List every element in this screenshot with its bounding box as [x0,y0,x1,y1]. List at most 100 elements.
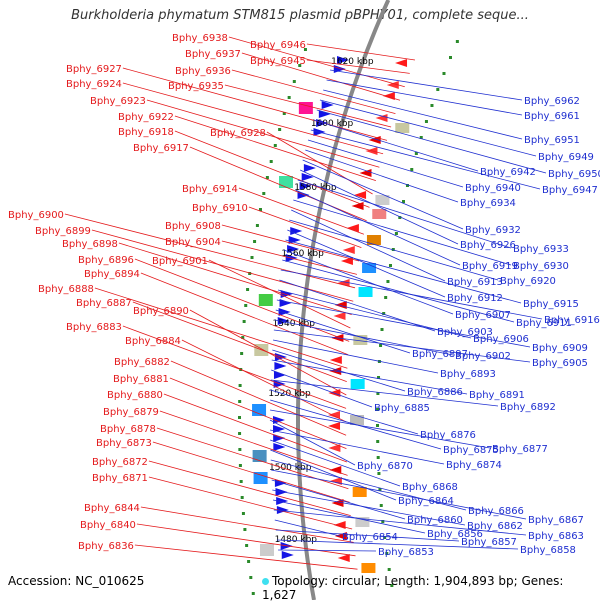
left-leader-line [241,52,401,101]
track-dot [253,240,257,243]
left-leader-line [238,187,365,235]
right-gene-label: Bphy_6860 [407,515,463,526]
right-leader-line [297,179,512,249]
right-leader-line [275,309,411,354]
track-dot [258,208,262,211]
kbp-tick-label: 1580 kbp [294,183,337,193]
right-leader-line [319,99,537,157]
left-leader-line [181,339,347,423]
kbp-tick-label: 1480 kbp [275,535,318,545]
track-dot [376,392,380,395]
right-leader-line [285,239,522,304]
feature-block [372,209,387,219]
feature-block [355,517,370,527]
feature-block [253,472,268,484]
right-gene-label: Bphy_6916 [544,315,600,326]
left-gene-label: Bphy_6840 [80,520,136,531]
left-gene-label: Bphy_6946 [250,40,306,51]
forward-gene-arrow [331,499,344,507]
right-leader-line [271,479,406,520]
right-gene-label: Bphy_6853 [378,547,434,558]
left-gene-label: Bphy_6883 [66,322,122,333]
right-leader-line [270,459,467,511]
right-leader-line [282,259,515,323]
right-gene-label: Bphy_6876 [420,430,476,441]
left-gene-label: Bphy_6896 [78,255,134,266]
left-gene-label: Bphy_6884 [125,336,181,347]
left-leader-line [221,224,360,262]
left-gene-label: Bphy_6881 [113,374,169,385]
right-leader-line [291,209,446,282]
right-leader-line [272,339,439,374]
track-dot [405,184,409,187]
right-gene-label: Bphy_6909 [532,343,588,354]
track-dot [262,192,266,195]
track-dot [269,160,273,163]
left-gene-label: Bphy_6871 [92,473,148,484]
right-gene-label: Bphy_6932 [465,225,521,236]
right-leader-line [271,359,468,395]
kbp-tick-label: 1620 kbp [331,57,374,67]
left-leader-line [228,36,405,88]
accession-text: Accession: NC_010625 [8,574,145,588]
left-leader-line [118,242,352,315]
track-dot [398,216,402,219]
right-gene-label: Bphy_6907 [455,310,511,321]
left-leader-line [122,67,388,141]
track-dot [379,344,383,347]
track-dot [376,408,380,411]
left-gene-label: Bphy_6910 [192,203,248,214]
right-gene-label: Bphy_6942 [480,167,536,178]
right-leader-line [273,329,531,363]
left-leader-line [122,325,347,409]
left-gene-label: Bphy_6901 [152,256,208,267]
right-gene-label: Bphy_6858 [520,545,576,556]
feature-block [375,195,390,205]
left-leader-line [134,544,358,570]
right-gene-label: Bphy_6877 [492,444,548,455]
topology-dot-icon [262,578,269,585]
reverse-gene-arrow [281,551,294,559]
track-dot [245,544,249,547]
right-gene-label: Bphy_6874 [446,460,502,471]
left-gene-label: Bphy_6879 [103,407,159,418]
right-leader-line [293,199,512,266]
track-dot [239,480,243,483]
left-gene-label: Bphy_6894 [84,269,140,280]
left-gene-label: Bphy_6887 [76,298,132,309]
track-dot [378,488,382,491]
right-gene-label: Bphy_6891 [469,390,525,401]
right-gene-label: Bphy_6905 [532,358,588,369]
right-gene-label: Bphy_6949 [538,152,594,163]
right-gene-label: Bphy_6933 [513,244,569,255]
reverse-gene-arrow [279,299,292,307]
right-gene-label: Bphy_6906 [473,334,529,345]
right-gene-label: Bphy_6892 [500,402,556,413]
track-dot [455,40,459,43]
track-dot [442,72,446,75]
left-leader-line [169,377,347,449]
right-gene-label: Bphy_6915 [523,299,579,310]
left-gene-label: Bphy_6908 [165,221,221,232]
left-leader-line [94,287,348,369]
right-leader-line [283,249,454,315]
track-dot [238,448,242,451]
forward-gene-arrow [337,554,350,562]
right-gene-label: Bphy_6913 [447,277,503,288]
right-leader-line [326,79,523,116]
track-dot [241,336,245,339]
left-gene-label: Bphy_6878 [100,424,156,435]
track-dot [243,528,247,531]
left-gene-label: Bphy_6936 [175,66,231,77]
right-leader-line [287,229,446,298]
left-leader-line [163,393,348,463]
track-dot [419,136,423,139]
left-gene-label: Bphy_6927 [66,64,122,75]
track-dot [248,272,252,275]
track-dot [376,456,380,459]
left-gene-label: Bphy_6923 [90,96,146,107]
left-leader-line [64,213,356,289]
track-dot [436,88,440,91]
left-leader-line [91,229,354,302]
track-dot [282,112,286,115]
